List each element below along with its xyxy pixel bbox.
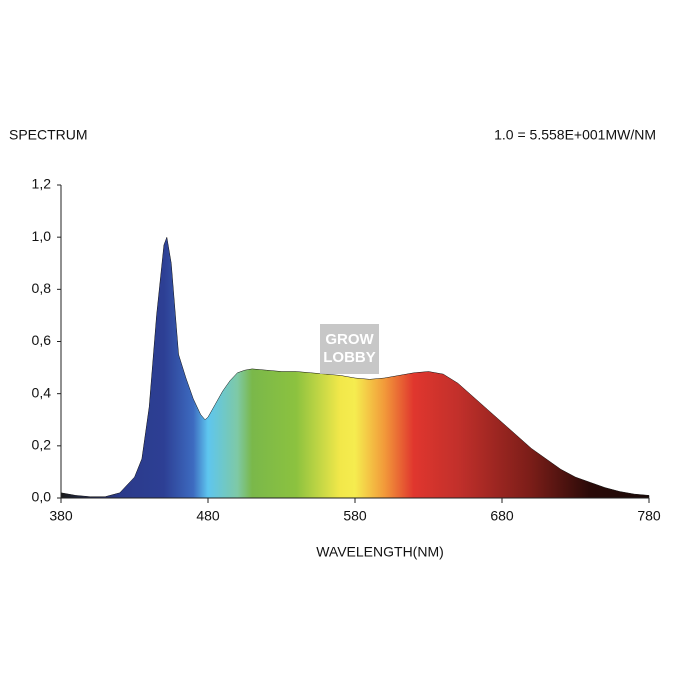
y-tick-label: 0,0 (32, 489, 52, 505)
y-tick-label: 0,4 (32, 384, 52, 400)
plot-area: 0,0 0,2 0,4 0,6 0,8 1,0 1,2 380 480 580 680 780 (32, 176, 661, 524)
watermark: GROW (325, 331, 374, 348)
x-tick-label: 580 (343, 508, 367, 524)
chart-subtitle: 1.0 = 5.558E+001MW/NM (494, 127, 656, 143)
x-tick-label: 380 (49, 508, 73, 524)
watermark-box (320, 324, 379, 374)
chart-title: SPECTRUM (9, 127, 88, 143)
y-tick-label: 1,2 (32, 176, 52, 192)
y-tick-label: 0,8 (32, 280, 52, 296)
x-tick-label: 680 (490, 508, 514, 524)
spectrum-area (60, 236, 650, 499)
x-tick-label: 480 (196, 508, 220, 524)
watermark: LOBBY (323, 349, 376, 366)
y-tick-label: 0,6 (32, 332, 52, 348)
x-tick-label: 780 (637, 508, 661, 524)
y-tick-label: 1,0 (32, 228, 52, 244)
y-tick-label: 0,2 (32, 437, 52, 453)
x-axis-label: WAVELENGTH(NM) (316, 544, 444, 560)
